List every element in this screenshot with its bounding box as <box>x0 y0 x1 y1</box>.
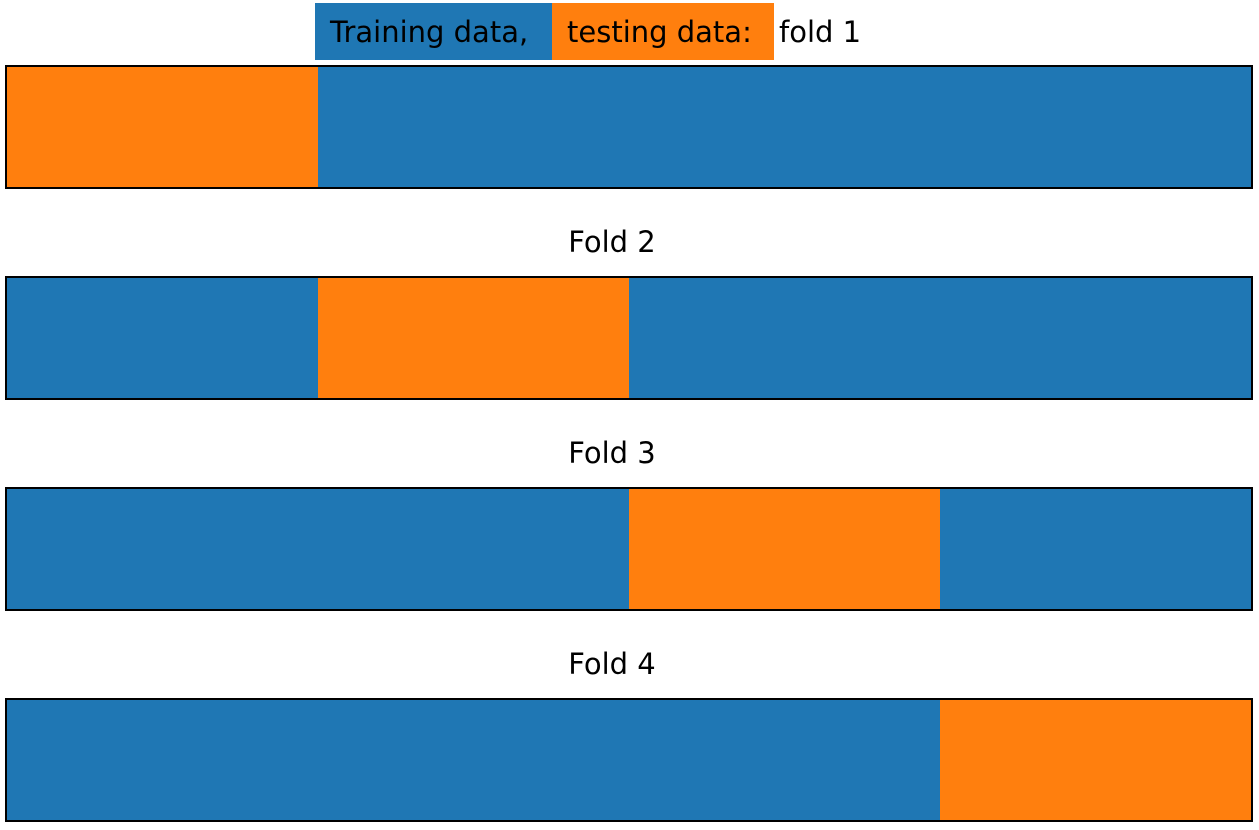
training-segment <box>7 489 318 609</box>
training-segment <box>940 489 1251 609</box>
fold-3-bar <box>5 487 1253 611</box>
fold-4-bar <box>5 698 1253 822</box>
diagram-title: Training data, testing data: fold 1 <box>315 3 861 60</box>
training-segment <box>7 700 318 820</box>
testing-segment <box>940 700 1251 820</box>
legend-training-chip: Training data, <box>315 3 552 60</box>
legend-testing-chip: testing data: <box>552 3 774 60</box>
testing-segment <box>629 489 940 609</box>
legend-training-label: Training data, <box>330 14 529 49</box>
fold-1-bar <box>5 65 1253 189</box>
title-fold-label: fold 1 <box>779 14 862 49</box>
legend-testing-label: testing data: <box>567 14 752 49</box>
fold-2-label: Fold 2 <box>568 225 656 259</box>
training-segment <box>318 67 629 187</box>
fold-3-label: Fold 3 <box>568 436 656 470</box>
testing-segment <box>318 278 629 398</box>
training-segment <box>629 278 940 398</box>
training-segment <box>940 278 1251 398</box>
training-segment <box>318 489 629 609</box>
fold-2-bar <box>5 276 1253 400</box>
training-segment <box>629 67 940 187</box>
training-segment <box>940 67 1251 187</box>
fold-4-label: Fold 4 <box>568 647 656 681</box>
training-segment <box>318 700 629 820</box>
training-segment <box>7 278 318 398</box>
testing-segment <box>7 67 318 187</box>
training-segment <box>629 700 940 820</box>
